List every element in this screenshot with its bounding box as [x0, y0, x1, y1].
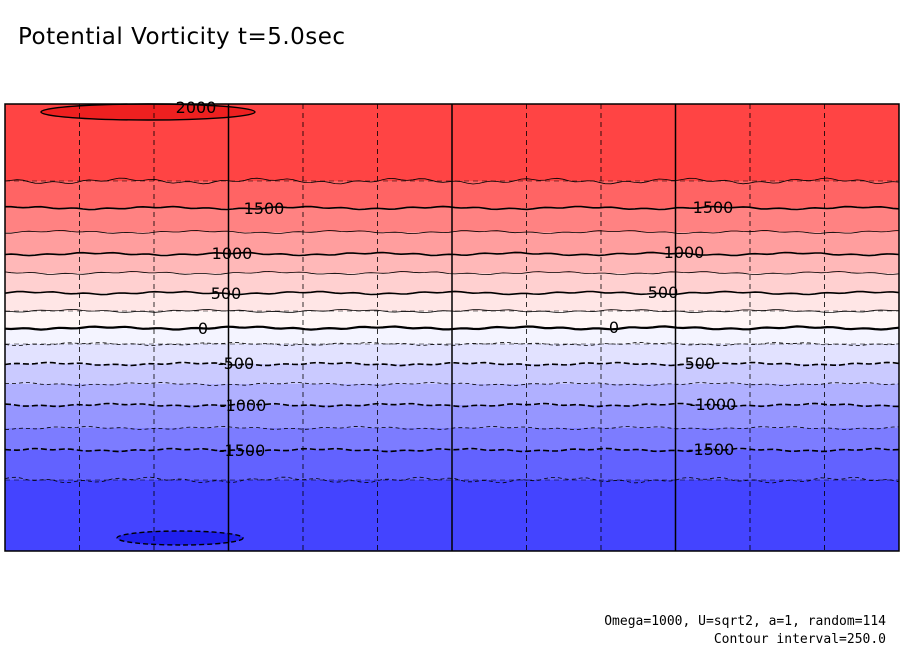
- contour-2000-ellipse: [40, 103, 256, 121]
- contour-label: -1000: [690, 395, 737, 414]
- grid-lines: [5, 104, 899, 551]
- contour-label: 0: [609, 318, 619, 337]
- contour-label: -1500: [219, 441, 266, 460]
- contour-label: 1000: [212, 244, 253, 263]
- contour-label: 500: [648, 283, 679, 302]
- contour-minus2000-ellipse: [116, 530, 244, 546]
- contour-label: -1000: [220, 396, 267, 415]
- plot-frame: [4, 103, 900, 552]
- chart-title: Potential Vorticity t=5.0sec: [18, 24, 346, 50]
- contour-label: -1500: [688, 440, 735, 459]
- contour-interval-note: Contour interval=250.0: [713, 632, 886, 647]
- contour-label: 1000: [664, 243, 705, 262]
- contour-label: 0: [198, 319, 208, 338]
- contour-label: -500: [218, 354, 254, 373]
- contour-label: 500: [211, 284, 242, 303]
- contour-label: 1500: [693, 198, 734, 217]
- contour-label: 2000: [176, 98, 217, 117]
- contour-line: [4, 361, 900, 367]
- contour-label: 1500: [244, 199, 285, 218]
- contour-label: -500: [679, 354, 715, 373]
- parameter-note: Omega=1000, U=sqrt2, a=1, random=114: [604, 614, 886, 629]
